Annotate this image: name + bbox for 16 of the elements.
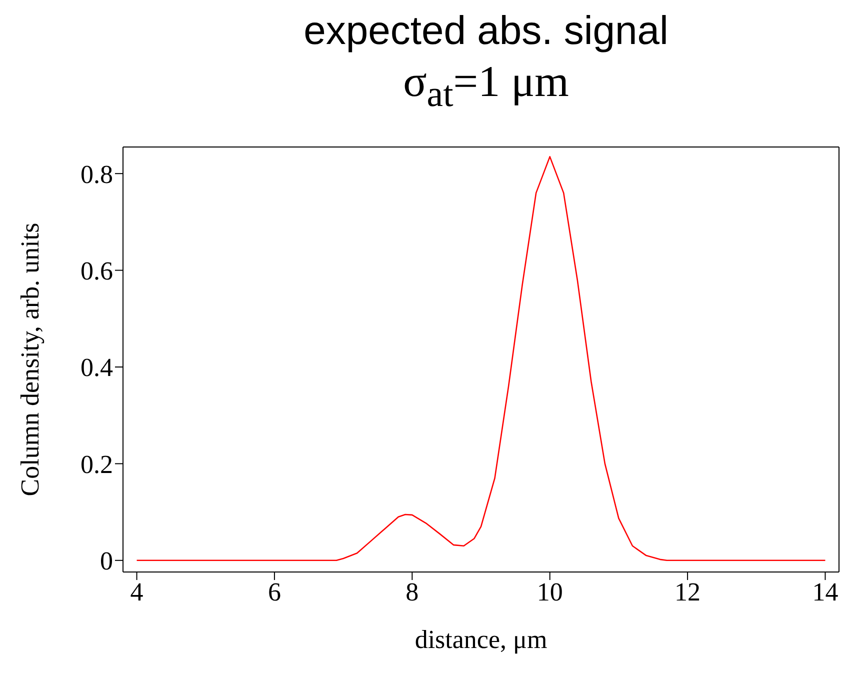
x-tick-label: 12 [674,577,701,606]
x-tick-label: 14 [812,577,838,606]
chart-subtitle: σ$_{at}$=1 μm [402,56,570,116]
y-tick-label: 0.8 [80,160,113,189]
y-tick-label: 0.6 [80,256,113,286]
x-tick-label: 10 [536,577,563,606]
x-tick-label: 6 [268,577,281,606]
y-tick-label: 0.4 [80,353,113,382]
y-tick-label: 0.2 [80,450,113,479]
line-series [136,156,826,561]
y-axis-title: Column density, arb. units [16,222,44,496]
x-tick-label: 4 [130,577,144,606]
x-axis-title: distance, μm [414,624,548,654]
chart-title: expected abs. signal [302,8,670,54]
y-tick-label: 0 [100,546,113,576]
x-tick-label: 8 [406,577,419,606]
